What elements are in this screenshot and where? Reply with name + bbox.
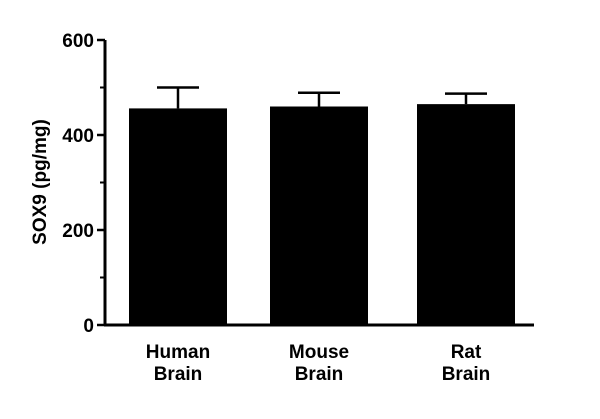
y-tick-label-3: 600 [62,31,94,52]
bar-0 [129,108,227,326]
y-tick-label-2: 400 [62,126,94,147]
x-tick-label-1: Mouse Brain [289,342,349,385]
error-bars [157,86,487,109]
bar-1 [270,106,368,325]
x-tick-label-2: Rat Brain [442,342,491,385]
y-axis-title: SOX9 (pg/mg) [30,119,51,245]
y-tick-label-0: 0 [83,316,94,337]
bars [129,104,515,326]
x-tick-label-0: Human Brain [146,342,210,385]
y-tick-label-1: 200 [62,221,94,242]
x-tick-labels: Human Brain Mouse Brain Rat Brain [146,342,490,385]
bar-2 [417,104,515,325]
y-ticks: 0 200 400 600 [62,31,105,337]
